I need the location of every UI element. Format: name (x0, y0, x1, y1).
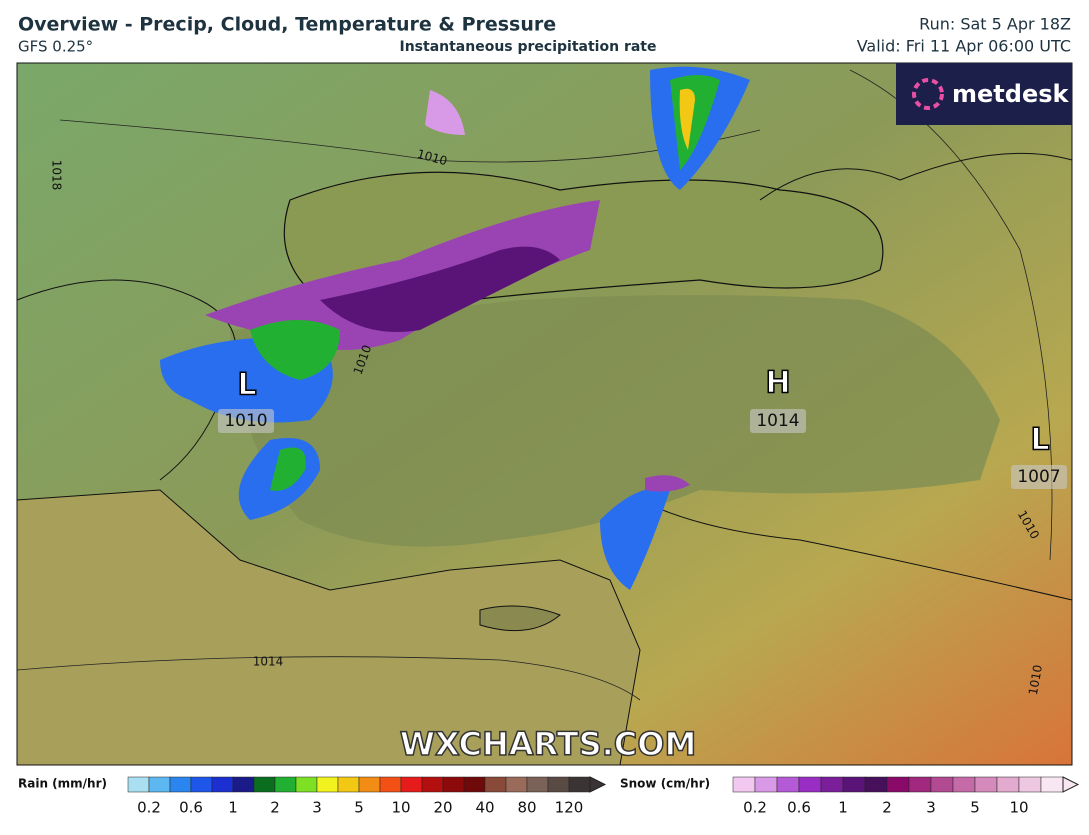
center-value-box (218, 409, 274, 433)
legend-tick: 120 (555, 799, 584, 817)
legend-swatch (148, 776, 171, 793)
center-value: 1010 (224, 411, 267, 431)
legend-tick: 2 (882, 799, 892, 817)
center-letter: L (237, 368, 256, 403)
legend-swatch (400, 776, 423, 793)
legend-tick: 80 (517, 799, 536, 817)
legend-tick: 0.2 (743, 799, 767, 817)
legend-swatch (421, 776, 444, 793)
legend-swatch (798, 776, 822, 793)
center-value: 1014 (756, 411, 799, 431)
legend-label: Snow (cm/hr) (620, 777, 710, 791)
legend-arrow (1062, 776, 1080, 793)
legend-swatch (1018, 776, 1042, 793)
logo: metdesk (952, 80, 1070, 108)
subtitle: Instantaneous precipitation rate (400, 39, 657, 55)
legend-tick: 5 (970, 799, 980, 817)
logo-box (896, 63, 1072, 125)
legend-swatch (127, 776, 150, 793)
legend-tick: 20 (433, 799, 452, 817)
legend-swatch (952, 776, 976, 793)
watermark: WXCHARTS.COM (400, 725, 697, 763)
run: Run: Sat 5 Apr 18Z (919, 15, 1071, 34)
legend-tick: 1 (228, 799, 238, 817)
legend-tick: 3 (312, 799, 322, 817)
center-letter: H (765, 366, 790, 401)
isobar-label: 1010 (1026, 664, 1045, 697)
legend-swatch (337, 776, 360, 793)
pressure-centers: L 1010 H 1014 L 1007 (218, 365, 1067, 489)
legend-tick: 10 (391, 799, 410, 817)
legend-swatch (379, 776, 402, 793)
legend-swatch (232, 776, 255, 793)
legend-swatch (169, 776, 192, 793)
legend-tick: 2 (270, 799, 280, 817)
center-value: 1007 (1017, 467, 1060, 487)
model: GFS 0.25° (18, 38, 93, 56)
legend-swatch (886, 776, 910, 793)
center-letter: L (1030, 423, 1049, 458)
legend-arrow (589, 776, 607, 793)
isobar-label: 1014 (253, 655, 284, 669)
legend-swatch (1040, 776, 1064, 793)
legend-swatch (820, 776, 844, 793)
legend-tick: 1 (838, 799, 848, 817)
legend-swatch (442, 776, 465, 793)
legend-tick: 0.2 (137, 799, 161, 817)
legend-swatch (316, 776, 339, 793)
legend-swatch (754, 776, 778, 793)
legend-tick: 5 (354, 799, 364, 817)
legend-tick: 10 (1009, 799, 1028, 817)
legend-swatch (930, 776, 954, 793)
legend-label: Rain (mm/hr) (18, 777, 107, 791)
legend-swatch (505, 776, 528, 793)
center-value-box (750, 409, 806, 433)
valid: Valid: Fri 11 Apr 06:00 UTC (857, 37, 1071, 56)
legend-swatch (776, 776, 800, 793)
legend-swatch (908, 776, 932, 793)
legend-swatch (211, 776, 234, 793)
legend-swatch (526, 776, 549, 793)
legend-swatch (253, 776, 276, 793)
legend: Rain (mm/hr) 0.2 0.6 1 2 3 5 10 20 40 80 120 Snow (c… (18, 776, 1080, 817)
legend-swatch (842, 776, 866, 793)
legend-tick: 3 (926, 799, 936, 817)
legend-tick: 0.6 (179, 799, 203, 817)
legend-swatch (864, 776, 888, 793)
legend-swatch (974, 776, 998, 793)
legend-swatch (547, 776, 570, 793)
logo-icon (912, 78, 944, 110)
isobar-label: 1018 (50, 160, 64, 191)
legend-swatch (484, 776, 507, 793)
legend-swatch (295, 776, 318, 793)
legend-swatch (732, 776, 756, 793)
legend-swatch (463, 776, 486, 793)
title: Overview - Precip, Cloud, Temperature & … (18, 14, 556, 36)
legend-swatch (190, 776, 213, 793)
center-value-box (1011, 465, 1067, 489)
legend-tick: 0.6 (787, 799, 811, 817)
legend-swatch (568, 776, 591, 793)
legend-tick: 40 (475, 799, 494, 817)
legend-swatch (274, 776, 297, 793)
legend-swatch (996, 776, 1020, 793)
map (16, 62, 1073, 766)
legend-swatch (358, 776, 381, 793)
